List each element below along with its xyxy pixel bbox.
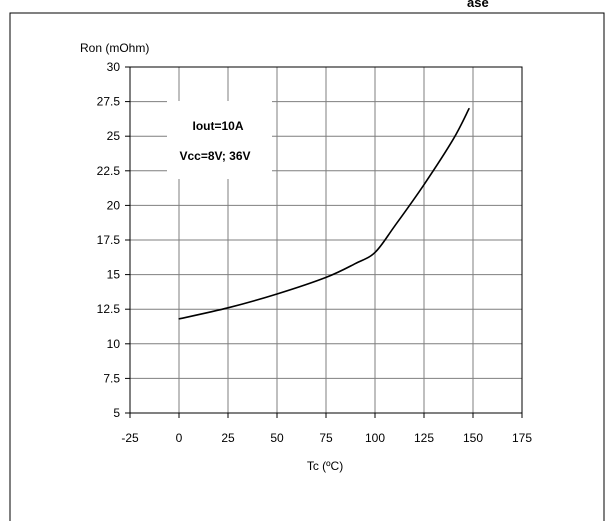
series-point	[468, 107, 470, 110]
series-point	[227, 307, 229, 309]
x-tick-label: 75	[319, 431, 333, 445]
y-tick-label: 7.5	[103, 371, 120, 385]
y-tick-label: 5	[113, 406, 120, 420]
y-axis-label: Ron (mOhm)	[80, 41, 149, 55]
series-point	[354, 262, 356, 265]
x-tick-label: 125	[414, 431, 434, 445]
series-point	[178, 318, 180, 320]
chart-series	[178, 107, 470, 320]
annotation-vcc: Vcc=8V; 36V	[179, 149, 250, 163]
series-point	[423, 184, 425, 186]
y-tick-label: 22.5	[97, 164, 121, 178]
series-point	[325, 276, 327, 278]
y-tick-label: 15	[107, 268, 121, 282]
series-point	[276, 293, 278, 295]
header-fragment: ase	[467, 0, 489, 10]
y-tick-label: 30	[107, 60, 121, 74]
chart-axes: -25 0 25 50 75 100 125 150 175 5 7.5 10 12.5 15 17.5 20…	[97, 60, 533, 445]
y-tick-label: 17.5	[97, 233, 121, 247]
x-tick-label: 50	[270, 431, 284, 445]
chart-grid	[130, 67, 522, 413]
y-tick-label: 25	[107, 129, 121, 143]
figure-frame	[9, 12, 605, 521]
series-point	[394, 225, 396, 227]
y-tick-label: 20	[107, 198, 121, 212]
x-tick-label: -25	[121, 431, 139, 445]
x-tick-label: 175	[512, 431, 532, 445]
series-point	[452, 138, 454, 140]
annotation-iout: Iout=10A	[192, 119, 243, 133]
x-axis-label: Tc (ºC)	[307, 459, 343, 473]
y-tick-label: 27.5	[97, 95, 121, 109]
x-tick-label: 100	[365, 431, 385, 445]
x-tick-label: 0	[176, 431, 183, 445]
y-tick-label: 12.5	[97, 302, 121, 316]
series-line	[178, 108, 470, 320]
x-tick-label: 25	[221, 431, 235, 445]
series-point	[374, 251, 376, 254]
y-tick-label: 10	[107, 337, 121, 351]
annotation-box: Iout=10A Vcc=8V; 36V	[167, 101, 272, 179]
annotation-background	[167, 101, 272, 179]
x-tick-label: 150	[463, 431, 483, 445]
